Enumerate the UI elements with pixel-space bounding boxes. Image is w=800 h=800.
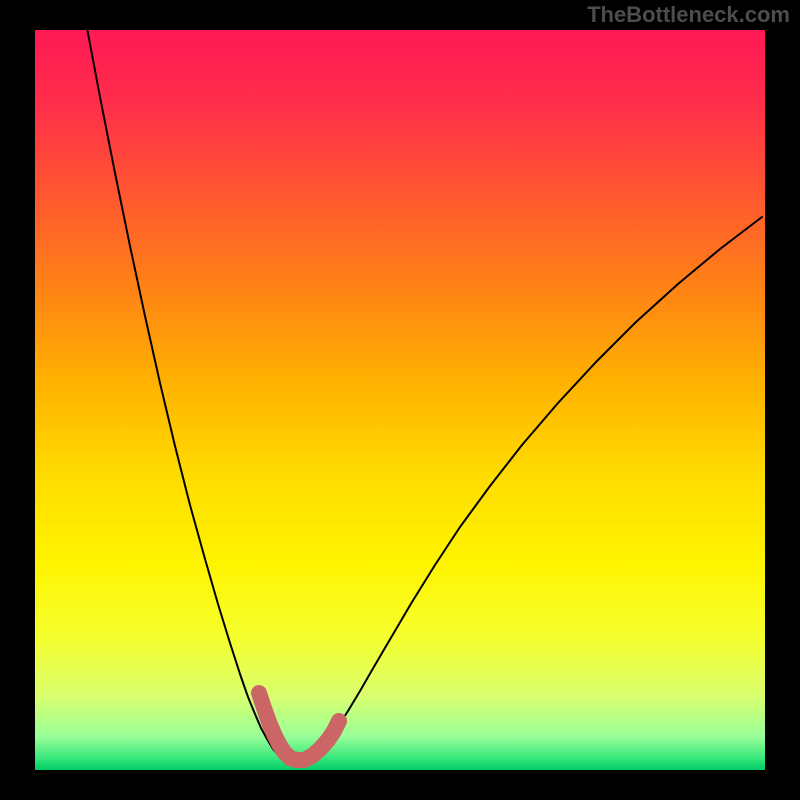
chart-container: TheBottleneck.com bbox=[0, 0, 800, 800]
gradient-background bbox=[35, 30, 765, 770]
watermark-text: TheBottleneck.com bbox=[587, 2, 790, 28]
bottleneck-curve-chart bbox=[0, 0, 800, 800]
